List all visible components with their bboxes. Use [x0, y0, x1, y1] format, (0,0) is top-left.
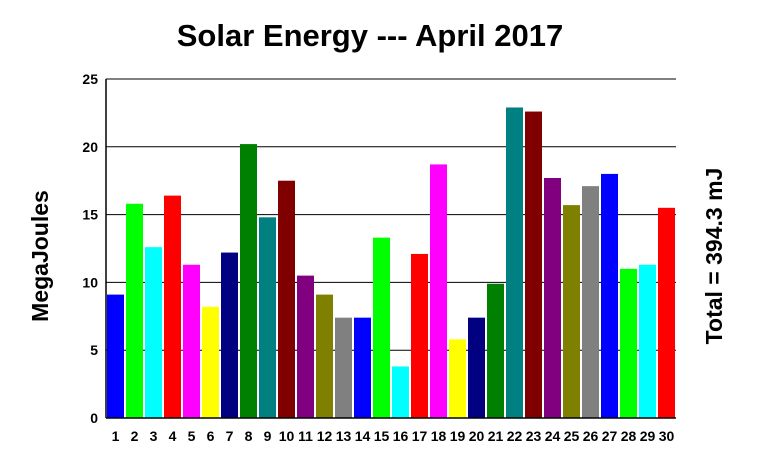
bar-day-29: [639, 264, 656, 418]
bar-day-10: [278, 180, 295, 418]
bar-day-1: [107, 294, 124, 418]
bar-day-11: [297, 275, 314, 418]
x-tick-label: 23: [526, 428, 542, 444]
x-tick-label: 2: [131, 428, 139, 444]
bar-day-17: [411, 253, 428, 418]
bar-day-5: [183, 264, 200, 418]
bar-day-21: [487, 283, 504, 418]
x-tick-label: 11: [298, 428, 313, 444]
x-tick-label: 10: [279, 428, 295, 444]
bar-day-3: [145, 247, 162, 418]
bar-day-14: [354, 317, 371, 418]
bar-day-20: [468, 317, 485, 418]
bar-day-13: [335, 317, 352, 418]
y-tick-label: 10: [82, 274, 98, 290]
bars: [107, 107, 675, 418]
axes: [105, 79, 676, 419]
bar-day-24: [544, 177, 561, 418]
x-tick-label: 28: [621, 428, 637, 444]
bar-day-4: [164, 195, 181, 418]
bar-day-30: [658, 207, 675, 418]
x-tick-label: 12: [317, 428, 333, 444]
x-tick-label: 13: [336, 428, 352, 444]
bar-day-28: [620, 268, 637, 418]
bar-day-8: [240, 144, 257, 418]
y-axis-label: MegaJoules: [27, 190, 53, 322]
bar-day-9: [259, 217, 276, 418]
y-tick-label: 25: [82, 71, 98, 87]
x-tick-label: 19: [450, 428, 466, 444]
x-tick-label: 29: [640, 428, 656, 444]
x-tick-label: 5: [188, 428, 196, 444]
bar-day-27: [601, 173, 618, 418]
x-tick-label: 26: [583, 428, 599, 444]
y-tick-labels: 0 5 10 15 20 25: [82, 71, 98, 426]
x-tick-label: 7: [226, 428, 234, 444]
x-tick-label: 24: [545, 428, 561, 444]
bar-day-15: [373, 237, 390, 418]
x-tick-label: 22: [507, 428, 523, 444]
x-tick-label: 14: [355, 428, 371, 444]
bar-day-18: [430, 164, 447, 418]
bar-day-16: [392, 366, 409, 418]
y-tick-label: 5: [90, 342, 98, 358]
x-tick-label: 15: [374, 428, 390, 444]
x-tick-labels: 1 2 3 4 5 6 7 8 9 10 11 12 13 14 15 16 17 18 19 20 21 22 23 24 2…: [112, 428, 675, 444]
x-tick-label: 1: [112, 428, 120, 444]
bar-day-23: [525, 111, 542, 418]
x-tick-label: 8: [245, 428, 253, 444]
x-tick-label: 4: [169, 428, 177, 444]
bar-day-2: [126, 203, 143, 418]
grid-lines: [106, 78, 676, 351]
x-tick-label: 17: [412, 428, 428, 444]
chart-title: Solar Energy --- April 2017: [177, 18, 563, 53]
y-tick-label: 15: [82, 207, 98, 223]
y-tick-label: 20: [82, 139, 98, 155]
x-tick-label: 20: [469, 428, 485, 444]
bar-day-26: [582, 186, 599, 418]
x-tick-label: 30: [659, 428, 675, 444]
x-tick-label: 9: [264, 428, 272, 444]
x-tick-label: 16: [393, 428, 409, 444]
bar-day-7: [221, 252, 238, 418]
bar-day-12: [316, 294, 333, 418]
bar-day-19: [449, 339, 466, 418]
x-tick-label: 3: [150, 428, 158, 444]
total-label: Total = 394.3 mJ: [701, 168, 727, 345]
x-tick-label: 27: [602, 428, 618, 444]
bar-day-6: [202, 306, 219, 418]
x-tick-label: 18: [431, 428, 447, 444]
y-tick-label: 0: [90, 410, 98, 426]
x-tick-label: 6: [207, 428, 215, 444]
x-tick-label: 21: [488, 428, 504, 444]
bar-day-22: [506, 107, 523, 418]
x-tick-label: 25: [564, 428, 580, 444]
bar-day-25: [563, 205, 580, 418]
